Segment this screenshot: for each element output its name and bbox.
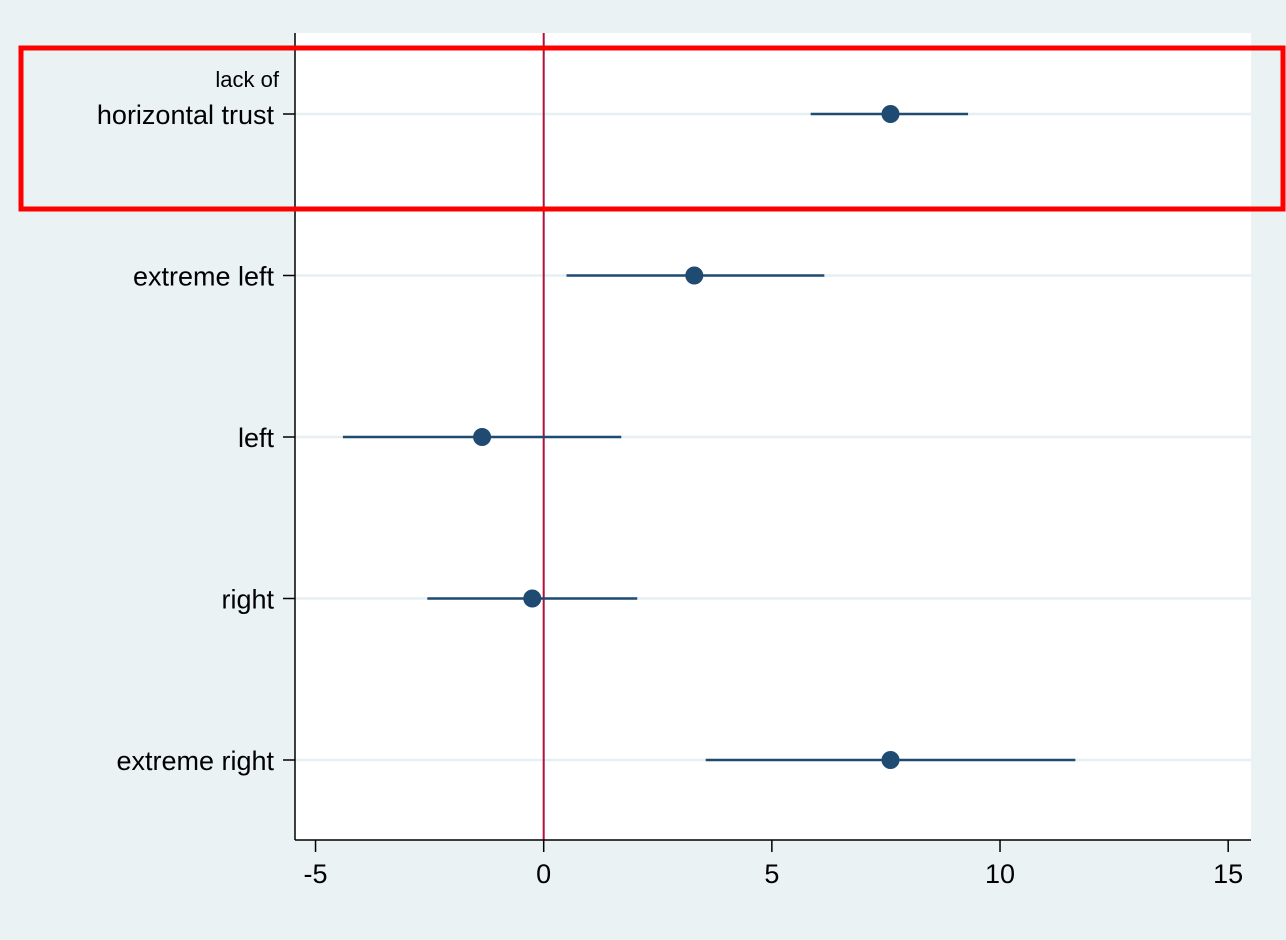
x-tick-label: 0 — [536, 859, 551, 889]
highlight-box — [18, 45, 1286, 212]
x-tick-label: 5 — [764, 859, 779, 889]
y-tick-label: right — [221, 585, 274, 615]
y-tick-label: left — [238, 423, 275, 453]
y-tick-label: extreme right — [116, 746, 274, 776]
highlight-group — [18, 45, 1286, 212]
point-estimate — [881, 751, 900, 769]
point-estimate — [881, 105, 900, 123]
x-tick-label: -5 — [304, 859, 328, 889]
y-tick-label-line: lack of — [215, 67, 279, 92]
point-estimate — [473, 428, 492, 446]
point-estimate — [523, 589, 542, 608]
x-ticks: -5 0 5 10 15 — [304, 840, 1243, 889]
x-tick-label: 15 — [1213, 859, 1243, 889]
y-ticks: lack of horizontal trust extreme left left r… — [97, 67, 295, 776]
y-tick-label-line: horizontal trust — [97, 100, 275, 130]
x-tick-label: 10 — [985, 859, 1015, 889]
estimates-series — [342, 105, 1076, 769]
point-estimate — [685, 266, 704, 285]
y-tick-label: extreme left — [133, 262, 275, 292]
